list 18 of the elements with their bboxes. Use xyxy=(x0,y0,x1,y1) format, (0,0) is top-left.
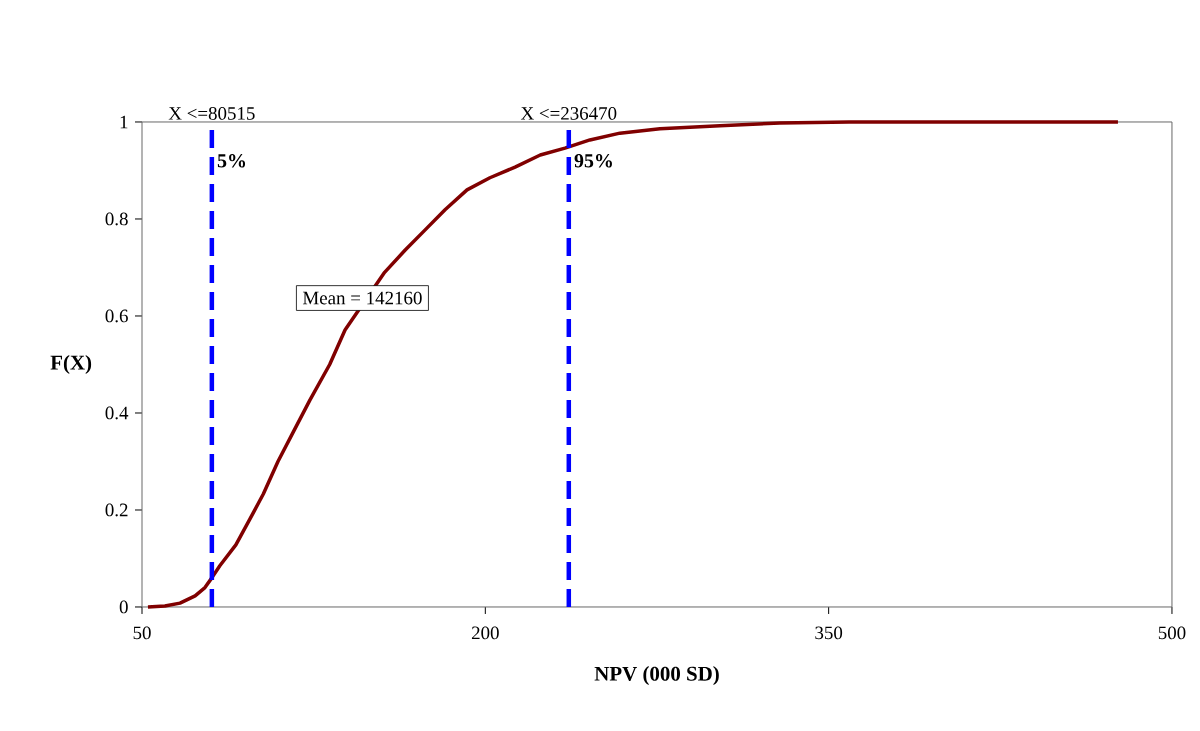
ref-line-label: X <=80515 xyxy=(168,107,255,120)
y-tick-label: 0 xyxy=(119,600,128,614)
x-tick-label: 350 xyxy=(815,626,843,640)
annotation: 95% xyxy=(574,154,612,168)
x-tick-label: 200 xyxy=(471,626,499,640)
annotation: 5% xyxy=(217,154,246,168)
line-series xyxy=(146,120,1120,609)
y-tick-label: 0.6 xyxy=(105,309,128,323)
x-axis-title: NPV (000 SD) xyxy=(594,666,719,686)
y-tick-label: 0.4 xyxy=(105,406,129,420)
x-tick-label: 500 xyxy=(1158,626,1186,640)
x-tick-label: 50 xyxy=(133,626,151,640)
annotation: Mean = 142160 xyxy=(302,291,422,305)
y-tick-label: 0.8 xyxy=(105,212,128,226)
y-axis-title: F(X) xyxy=(50,355,92,374)
ref-line-label: X <=236470 xyxy=(520,107,617,120)
y-tick-label: 0.2 xyxy=(105,503,128,517)
y-tick-label: 1 xyxy=(120,115,128,129)
